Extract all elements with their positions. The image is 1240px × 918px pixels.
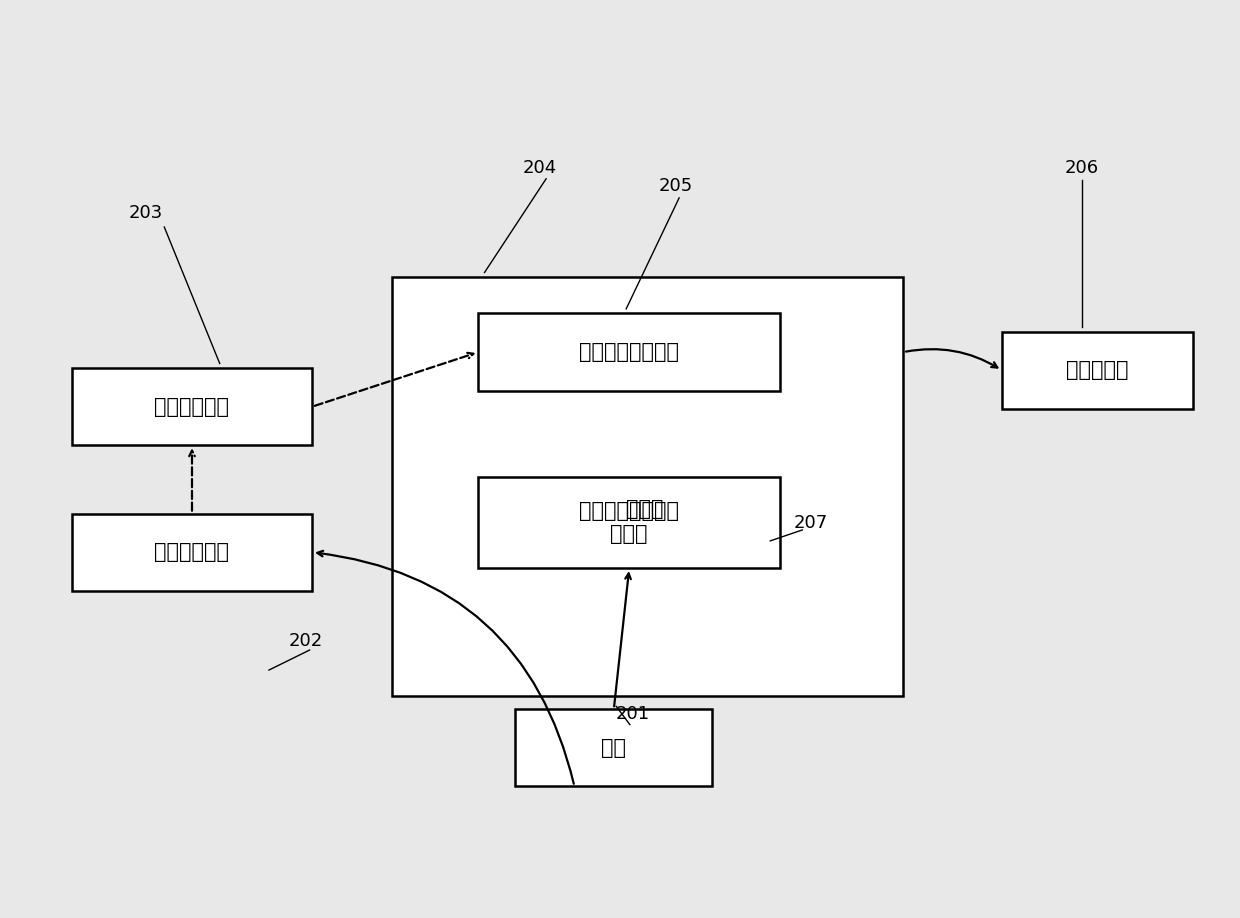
Text: 移动终端设备: 移动终端设备 bbox=[155, 543, 229, 562]
Text: 206: 206 bbox=[1065, 159, 1099, 177]
Text: 用户: 用户 bbox=[601, 738, 626, 758]
FancyBboxPatch shape bbox=[479, 313, 780, 391]
Text: 205: 205 bbox=[658, 177, 693, 196]
FancyBboxPatch shape bbox=[479, 477, 780, 568]
Text: 文本编辑框: 文本编辑框 bbox=[1066, 360, 1128, 380]
FancyBboxPatch shape bbox=[1002, 331, 1193, 409]
Text: 203: 203 bbox=[129, 205, 162, 222]
Text: 204: 204 bbox=[523, 159, 557, 177]
Text: 软键盘，软、物理
控键等: 软键盘，软、物理 控键等 bbox=[579, 501, 680, 544]
Text: 悬浮触控技术: 悬浮触控技术 bbox=[155, 397, 229, 417]
FancyBboxPatch shape bbox=[72, 368, 312, 445]
FancyBboxPatch shape bbox=[516, 710, 712, 787]
FancyBboxPatch shape bbox=[72, 513, 312, 591]
Text: 201: 201 bbox=[615, 705, 650, 722]
Text: 输入法: 输入法 bbox=[626, 499, 663, 519]
Text: 207: 207 bbox=[794, 514, 828, 532]
Text: 202: 202 bbox=[289, 632, 324, 650]
FancyBboxPatch shape bbox=[392, 277, 903, 696]
Text: 悬浮事件检测单元: 悬浮事件检测单元 bbox=[579, 342, 680, 362]
